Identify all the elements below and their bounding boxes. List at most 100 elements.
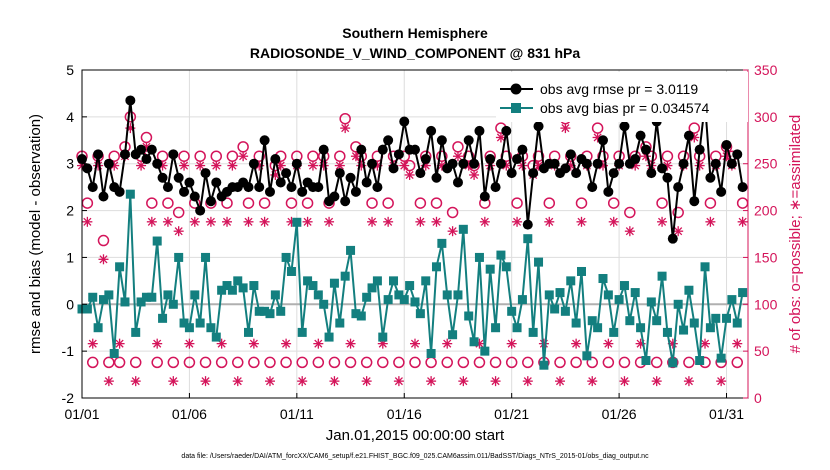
series-bias-point [480, 346, 490, 356]
series-bias-point [501, 262, 511, 272]
series-rmse-point [683, 130, 694, 141]
series-bias-point [195, 318, 205, 328]
obs-assimilated-marker [189, 216, 200, 227]
series-rmse-point [291, 158, 302, 169]
series-bias-point [389, 276, 399, 286]
obs-assimilated-marker [136, 160, 147, 171]
y-right-tick-label: 100 [754, 296, 778, 312]
obs-assimilated-marker [324, 216, 335, 227]
y-left-tick-label: 2 [66, 203, 74, 219]
x-axis: 01/01 01/06 01/11 01/16 01/21 01/26 01/31 [64, 393, 744, 422]
series-bias-point [555, 288, 565, 298]
series-rmse-point [93, 149, 104, 160]
legend-rmse-marker [510, 83, 522, 95]
series-rmse-point [87, 182, 98, 193]
obs-possible-marker [264, 356, 276, 369]
series-bias-point [378, 332, 388, 342]
series-rmse-point [667, 233, 678, 244]
series-rmse-point [452, 177, 463, 188]
obs-possible-marker [505, 356, 518, 369]
series-bias-point [281, 252, 291, 262]
series-rmse-point [243, 182, 254, 193]
series-bias-point [625, 316, 635, 326]
y-axis-right-label: # of obs: o=possible; ∗=assimilated [787, 115, 804, 354]
series-bias-point [217, 285, 227, 295]
obs-assimilated-marker [248, 338, 259, 349]
series-rmse-point [603, 186, 614, 197]
obs-assimilated-marker [227, 160, 238, 171]
obs-assimilated-marker [87, 338, 98, 349]
series-bias-point [254, 306, 264, 316]
data-file-footer: data file: /Users/raeder/DAI/ATM_forcXX/… [181, 453, 649, 460]
series-rmse-point [485, 154, 496, 165]
obs-assimilated-marker [103, 376, 114, 387]
legend-box [496, 72, 748, 122]
obs-possible-marker [377, 356, 389, 369]
series-bias-point [351, 309, 361, 319]
series-bias-point [458, 224, 468, 234]
obs-assimilated-marker [393, 376, 404, 387]
obs-possible-marker [731, 356, 744, 369]
series-bias-point [598, 274, 608, 284]
obs-assimilated-marker [297, 376, 308, 387]
series-rmse-point [694, 144, 705, 155]
series-bias-point [120, 297, 130, 307]
series-bias-point [431, 262, 441, 272]
series-bias-point [512, 323, 522, 333]
series-rmse-point [297, 186, 308, 197]
obs-assimilated-marker [264, 376, 275, 387]
obs-possible-marker [285, 197, 298, 209]
y-right-tick-label: 150 [754, 249, 778, 265]
obs-possible-marker [280, 356, 292, 369]
chart-subtitle: RADIOSONDE_V_WIND_COMPONENT @ 831 hPa [250, 45, 580, 61]
obs-assimilated-marker [114, 338, 125, 349]
y-right-tick-label: 200 [754, 203, 778, 219]
obs-possible-marker [543, 197, 556, 209]
obs-possible-marker [232, 356, 244, 369]
series-bias-point [684, 285, 694, 295]
obs-assimilated-marker [452, 151, 463, 162]
series-bias-point [668, 358, 678, 368]
obs-possible-marker [473, 356, 486, 369]
series-bias-point [448, 330, 458, 340]
series-bias-point [646, 297, 656, 307]
series-rmse-point [479, 191, 490, 202]
series-rmse-point [383, 135, 394, 146]
obs-possible-marker [672, 206, 684, 219]
series-bias-point [711, 313, 721, 323]
series-bias-point [652, 316, 662, 326]
obs-assimilated-marker [415, 216, 426, 227]
series-bias-point [104, 290, 114, 300]
series-bias-point [662, 327, 672, 337]
obs-possible-marker [113, 356, 126, 369]
series-rmse-point [168, 149, 179, 160]
series-rmse-point [710, 158, 721, 169]
obs-assimilated-marker [458, 376, 469, 387]
series-bias-point [308, 281, 318, 291]
obs-assimilated-marker [146, 216, 157, 227]
series-rmse-point [146, 144, 157, 155]
obs-possible-marker [221, 197, 233, 209]
series-rmse-point [528, 168, 539, 179]
series-rmse-point [506, 168, 517, 179]
series-rmse-point [517, 144, 528, 155]
series-rmse-point [608, 168, 619, 179]
series-bias-point [362, 292, 372, 302]
series-bias-point [227, 285, 237, 295]
obs-possible-marker [704, 197, 717, 209]
obs-possible-marker [414, 197, 427, 209]
y-axis-right: 0 50 100 150 200 250 300 350 [743, 62, 778, 406]
series-rmse-point [195, 205, 206, 216]
series-bias-point [93, 323, 103, 333]
series-bias-point [184, 323, 194, 333]
y-axis-left-label: rmse and bias (model - observation) [27, 114, 44, 354]
obs-assimilated-marker [576, 216, 587, 227]
obs-assimilated-marker [361, 376, 372, 387]
x-tick-label: 01/16 [387, 406, 422, 422]
series-rmse-point [162, 182, 173, 193]
obs-assimilated-marker [469, 169, 480, 180]
series-bias-point [577, 266, 586, 276]
obs-assimilated-marker [329, 376, 340, 387]
series-bias-point [356, 311, 366, 321]
series-rmse-point [152, 158, 163, 169]
